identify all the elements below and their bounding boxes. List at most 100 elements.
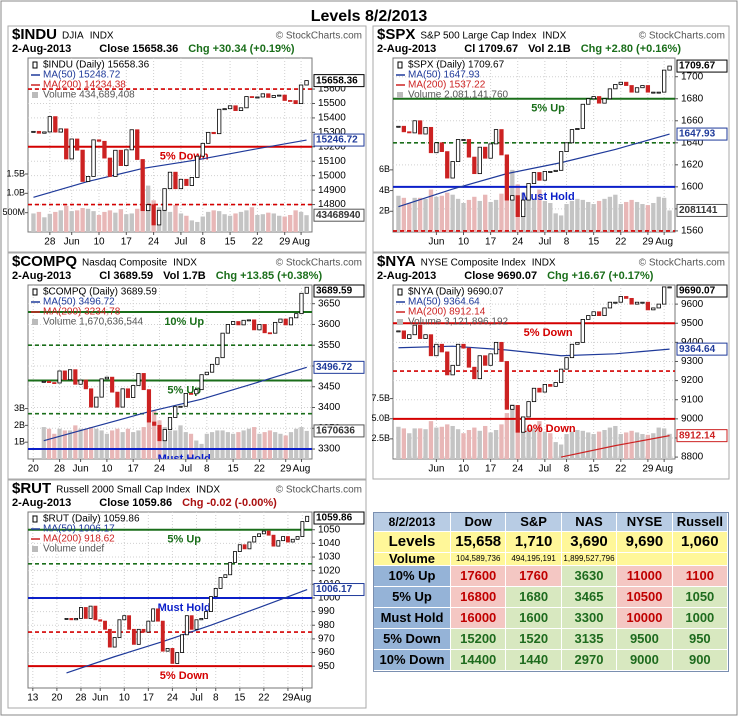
volume-bar [260,214,266,232]
candle [634,87,640,93]
candle [89,388,94,408]
x-tick-label: 29 [279,237,291,248]
y-tick-label: 9600 [681,299,704,310]
x-tick-label: 29 [282,693,294,704]
x-tick-label: 29 [280,464,292,475]
candle [575,341,580,345]
volume-bar [209,432,215,459]
x-tick-label: 10 [101,464,113,475]
candle [591,96,596,100]
table-row: 10% Up 17600 1760 3630 11000 1100 [374,566,729,587]
volume-bar [569,200,575,232]
candle [629,85,634,93]
y-tick-label: 1040 [318,538,341,549]
volume-bar [211,210,216,232]
volume-bar [396,195,401,232]
legend-icon [32,61,38,69]
legend-entry: MA(200) 3234.78 [43,307,121,318]
candle [640,301,645,304]
table-cell: 9,690 [617,532,673,553]
legend-entry: Volume 1,670,636,544 [43,317,144,328]
candle [83,607,88,619]
x-tick-label: Jun [73,464,89,475]
volume-bar [520,424,526,459]
volume-bar [580,430,585,459]
volume-tick-label: 3B [14,403,25,413]
volume-bar [407,203,412,232]
candle [131,385,136,398]
candle [596,96,602,104]
x-tick-label: 10 [119,693,131,704]
x-tick-label: 24 [167,693,179,704]
candle [483,146,488,159]
volume-tag: 1670636 [316,426,355,437]
volume-bar [640,204,645,232]
candle [74,618,79,621]
volume-bar [152,410,157,459]
x-tick-label: 20 [28,464,40,475]
header-item: Chg +30.34 (+0.19%) [188,43,295,55]
volume-bar [618,434,623,459]
volume-bar [46,428,52,459]
candle [242,544,247,550]
volume-bar [299,427,304,459]
volume-bar [215,430,220,459]
x-tick-label: 8 [213,693,219,704]
volume-bar [136,430,141,459]
x-tick-label: 15 [228,464,240,475]
candle [396,330,401,333]
volume-bar [184,215,189,232]
volume-bar [629,430,634,459]
volume-bar [67,430,73,459]
price-tag-box [313,133,365,147]
candle [531,387,537,403]
y-tick-label: 14900 [318,185,346,196]
table-row: Must Hold 16000 1600 3300 10000 1000 [374,608,729,629]
candle [152,421,157,426]
moving-average [398,133,670,208]
table-cell: 1760 [506,566,562,587]
candle [662,69,667,93]
y-tick-label: 15300 [318,127,346,138]
volume-tick-label: 7.5B [371,393,390,403]
legend-icon [397,61,403,69]
candle [401,125,406,133]
candle [450,161,455,179]
candle [596,311,602,316]
header-item: Chg +13.85 (+0.38%) [216,270,323,282]
volume-bar [47,213,53,232]
candle [488,143,493,159]
candle [151,608,156,622]
volume-tick-label: 6B [379,164,390,174]
y-tick-label: 3600 [318,319,341,330]
table-cell: 5% Up [374,587,451,608]
candle [204,371,209,376]
volume-bar [407,433,412,459]
candle [537,172,542,181]
candle [189,615,194,630]
volume-bar [257,433,262,459]
volume-bar [304,215,309,232]
volume-bar [73,425,78,459]
candle [288,317,294,326]
volume-bar [273,432,278,459]
candle [461,139,466,141]
candle [213,588,218,597]
x-tick-label: 24 [154,464,166,475]
candle [78,379,83,385]
volume-tick-label: 500M [2,207,25,217]
candle [412,120,417,134]
volume-bar [220,430,225,459]
volume-bar [602,430,607,459]
candle [300,521,305,537]
volume-bar [607,196,613,232]
x-tick-label: 28 [44,237,56,248]
candle [83,379,88,390]
candle [305,515,310,522]
volume-bar [656,196,661,232]
volume-bar [423,198,428,232]
table-cell: 1050 [672,587,729,608]
candle [124,149,129,166]
